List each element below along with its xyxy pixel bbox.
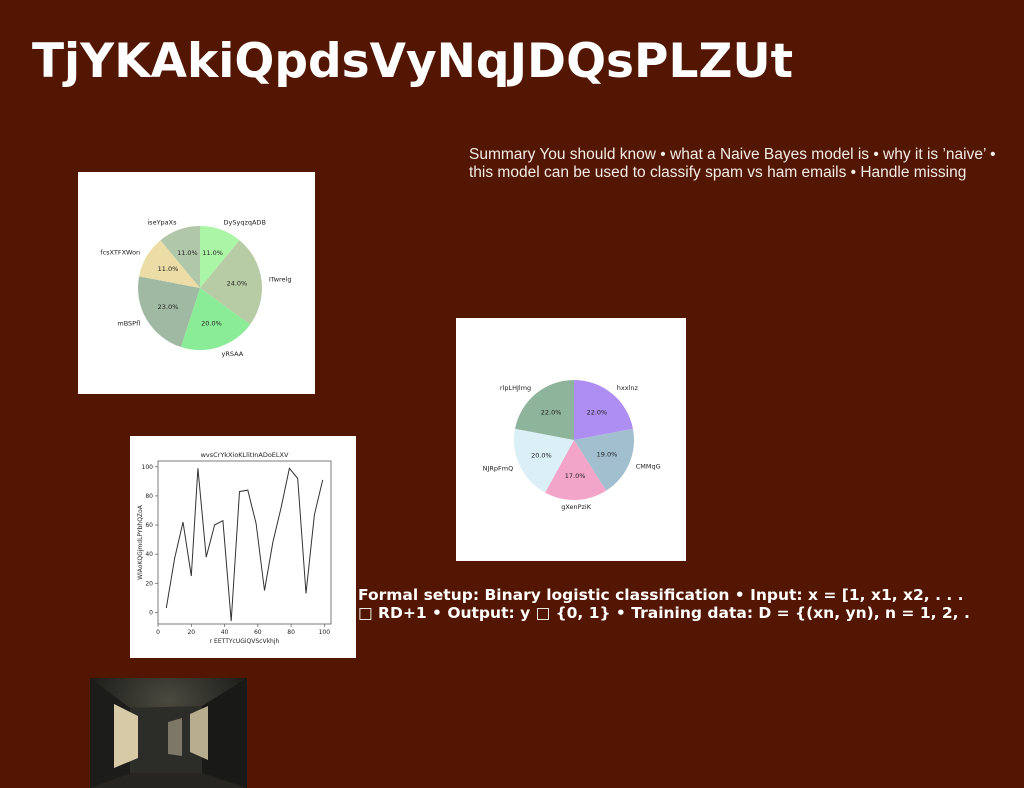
y-tick-label-5: 100 [142,464,154,471]
pie-1-slice-2 [180,288,251,351]
pie-2-slice-1 [574,428,635,491]
y-tick-label-0: 0 [149,609,153,616]
line-chart: wvsCrYkXioKLlitInADoELXV 0 20 40 60 80 100 0 20 4… [130,436,356,658]
summary-line-1: Summary You should know • what a Naive B… [469,146,996,163]
pie-1-slice-3 [138,276,200,347]
pie-2-label-3: NJRpFmQ [483,465,514,473]
pie-1-pct-label-5: 11.0% [177,249,198,257]
line-chart-svg: wvsCrYkXioKLlitInADoELXV 0 20 40 60 80 100 0 20 4… [137,451,332,645]
pie-2-label-2: gXenPziK [561,503,592,511]
pie-1-pct-label-1: 24.0% [227,279,248,287]
pie-1-label-3: mBSPfl [117,319,140,327]
pie-1-pct-label-0: 11.0% [202,249,223,257]
pie-1-label-5: iseYpaXs [147,219,177,227]
pie-chart-2: 22.0% hxxlnz 19.0% CMMqG 17.0% gXenPziK 20.0% N… [456,318,686,561]
summary-line-2: this model can be used to classify spam … [469,164,967,181]
pie-chart-1-svg: 11.0% DySyqzqADB 24.0% ITwrelg 20.0% yRSAA 23.… [100,219,292,358]
pie-1-label-1: ITwrelg [269,275,292,283]
pie-1-pct-label-2: 20.0% [201,319,222,327]
x-tick-label-0: 0 [156,629,160,636]
pie-1-label-2: yRSAA [222,350,244,358]
pie-2-label-4: rlpLHJlmg [500,384,531,392]
pie-2-slice-4 [515,380,574,440]
pie-1-slice-1 [200,240,262,325]
formal-line-1: Formal setup: Binary logistic classifica… [358,586,964,604]
x-tick-label-3: 60 [254,629,262,636]
line-chart-title: wvsCrYkXioKLlitInADoELXV [201,451,289,459]
pie-1-pct-label-4: 11.0% [158,265,179,273]
line-chart-ylabel: WlAoKQGjmdLPYbhQZoA [137,504,144,580]
pie-1-pct-label-3: 23.0% [158,303,179,311]
y-tick-label-4: 80 [145,493,153,500]
x-tick-label-5: 100 [319,629,331,636]
y-tick-label-1: 20 [145,580,153,587]
slide-title: TjYKAkiQpdsVyNqJDQsPLZUt [32,34,794,89]
pie-1-slice-0 [200,226,240,288]
pie-2-label-0: hxxlnz [617,384,639,392]
line-series-0 [165,467,324,622]
pie-2-pct-label-3: 20.0% [531,451,552,459]
pie-2-slice-0 [574,380,633,440]
pie-1-slice-4 [139,240,200,288]
pie-2-pct-label-2: 17.0% [565,472,586,480]
x-tick-label-2: 40 [221,629,229,636]
pie-2-pct-label-1: 19.0% [597,450,618,458]
pie-2-slice-2 [545,440,607,501]
x-tick-label-1: 20 [187,629,195,636]
y-tick-label-2: 40 [145,551,153,558]
pie-chart-1: 11.0% DySyqzqADB 24.0% ITwrelg 20.0% yRSAA 23.… [78,172,315,394]
summary-text: Summary You should know • what a Naive B… [469,146,1024,182]
pie-2-slice-3 [513,428,574,493]
pie-2-pct-label-4: 22.0% [541,408,562,416]
pie-2-label-1: CMMqG [636,463,661,471]
pie-chart-2-svg: 22.0% hxxlnz 19.0% CMMqG 17.0% gXenPziK 20.0% N… [483,380,661,511]
formal-line-2: □ RD+1 • Output: y □ {0, 1} • Training d… [358,604,970,622]
corridor-photo [90,678,247,788]
pie-1-slice-5 [160,226,200,288]
formal-setup-text: Formal setup: Binary logistic classifica… [358,586,1024,622]
pie-1-label-0: DySyqzqADB [224,219,266,227]
line-chart-axes-frame [157,460,332,625]
corridor-photo-image [90,678,247,788]
pie-2-pct-label-0: 22.0% [587,408,608,416]
y-tick-label-3: 60 [145,522,153,529]
x-tick-label-4: 80 [287,629,295,636]
line-chart-xlabel: r EETTYcUGiQVScVkhjh [210,638,280,645]
pie-1-label-4: fcsXTFXWon [100,249,140,257]
